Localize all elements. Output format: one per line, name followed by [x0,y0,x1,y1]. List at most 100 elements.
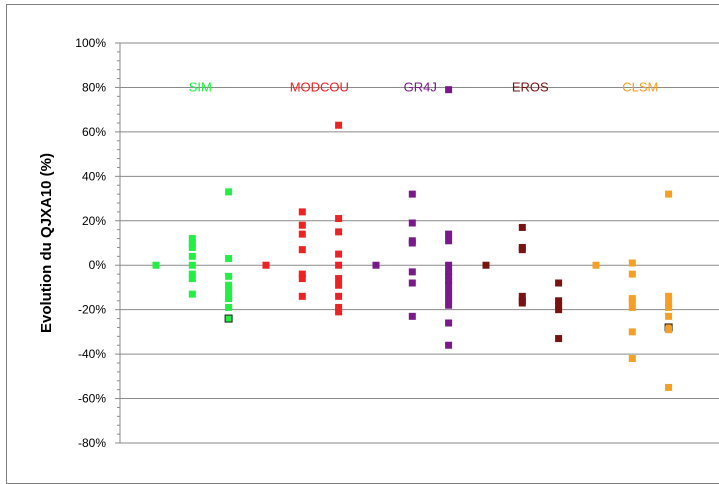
data-point [298,208,306,216]
data-point [665,383,673,391]
data-point [225,272,233,280]
data-point [518,292,526,300]
data-point [225,255,233,263]
group-labels: SIM MODCOU GR4J EROS CLSM [189,79,659,94]
data-point [445,319,453,327]
data-point [665,190,673,198]
data-point [335,275,343,283]
data-point [335,308,343,316]
data-point [188,252,196,260]
data-point [152,261,160,269]
data-point [335,215,343,223]
group-label: SIM [189,79,212,94]
data-point [225,188,233,196]
data-point [592,261,600,269]
data-point [188,275,196,283]
data-point [408,268,416,276]
data-point [628,328,636,336]
data-point [372,261,380,269]
data-point [518,246,526,254]
data-point [188,239,196,247]
data-point [335,121,343,129]
data-point [335,250,343,258]
data-point [445,86,453,94]
data-point [188,235,196,243]
data-point [628,303,636,311]
data-point [555,335,563,343]
data-point [665,326,673,334]
data-point [445,230,453,238]
data-point [518,223,526,231]
y-tick-label: 60% [82,125,106,139]
data-point [298,292,306,300]
data-point [335,292,343,300]
chart-frame [6,4,719,484]
data-point [445,295,453,303]
y-axis-title: Evolution du QJXA10 (%) [38,153,55,333]
data-point [555,301,563,309]
data-point [188,243,196,251]
data-point [188,270,196,278]
y-axis [115,42,121,444]
y-tick-labels: 100% 80% 60% 40% 20% 0% -20% -40% -60% -80% [75,36,106,450]
data-point [408,190,416,198]
data-point [224,314,233,323]
data-point [445,272,453,280]
group-label: MODCOU [290,79,349,94]
data-point [665,292,673,300]
y-tick-label: 100% [75,36,106,50]
data-point [445,281,453,289]
y-tick-label: -40% [78,347,106,361]
data-point [445,288,453,296]
data-point [298,230,306,238]
data-points [152,86,673,391]
data-point [445,237,453,245]
data-point [188,261,196,269]
data-point [408,312,416,320]
data-point [555,306,563,314]
data-point [335,303,343,311]
data-point [298,275,306,283]
data-point [665,312,673,320]
data-point [665,303,673,311]
data-point [445,301,453,309]
data-point [628,270,636,278]
data-point [188,290,196,298]
y-tick-label: 0% [89,258,107,272]
data-point [298,246,306,254]
y-tick-label: -80% [78,436,106,450]
data-point [408,279,416,287]
data-point [445,268,453,276]
data-point [628,259,636,267]
data-point [225,281,233,289]
grid-lines [120,42,719,444]
y-tick-label: 80% [82,80,106,94]
group-label: EROS [512,79,549,94]
y-tick-label: 40% [82,169,106,183]
data-point [445,341,453,349]
data-point [628,297,636,305]
data-point [335,281,343,289]
group-label: CLSM [622,79,658,94]
data-point [665,299,673,307]
data-point [298,221,306,229]
data-point [628,355,636,363]
y-tick-label: -60% [78,392,106,406]
data-point [408,239,416,247]
data-point [408,219,416,227]
data-point [482,261,490,269]
data-point [555,297,563,305]
data-point [445,261,453,269]
y-tick-label: 20% [82,214,106,228]
data-point [225,303,233,311]
y-tick-label: -20% [78,303,106,317]
data-point [225,295,233,303]
data-point [518,299,526,307]
group-label: GR4J [404,79,437,94]
data-point [335,228,343,236]
data-point [555,279,563,287]
data-point [445,277,453,285]
data-point [335,261,343,269]
data-point [262,261,270,269]
